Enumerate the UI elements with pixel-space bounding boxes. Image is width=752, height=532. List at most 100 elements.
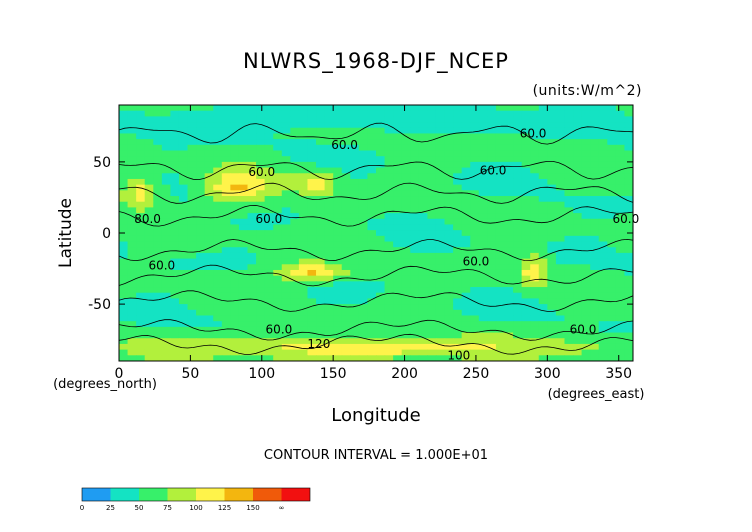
field-cell <box>213 269 223 277</box>
field-cell <box>367 235 377 243</box>
field-cell <box>504 332 514 339</box>
field-cell <box>624 139 633 146</box>
field-cell <box>590 196 600 203</box>
field-cell <box>221 338 231 345</box>
field-cell <box>256 292 266 300</box>
field-cell <box>470 201 480 208</box>
field-cell <box>256 218 266 226</box>
field-cell <box>607 349 617 356</box>
field-cell <box>547 298 557 305</box>
field-cell <box>410 235 420 243</box>
field-cell <box>238 213 249 220</box>
field-cell <box>136 139 146 146</box>
field-cell <box>136 269 146 277</box>
field-cell <box>341 150 351 157</box>
field-cell <box>213 287 223 294</box>
field-cell <box>555 144 566 152</box>
field-cell <box>530 304 540 311</box>
field-cell <box>615 304 626 311</box>
field-cell <box>264 207 274 214</box>
field-cell <box>170 105 180 112</box>
field-cell <box>307 332 317 339</box>
field-cell <box>581 315 591 322</box>
field-cell <box>478 252 488 260</box>
field-cell <box>461 178 471 186</box>
field-cell <box>624 332 633 339</box>
field-cell <box>427 167 437 174</box>
field-cell <box>256 281 266 288</box>
field-cell <box>427 343 437 351</box>
field-cell <box>196 156 206 163</box>
field-cell <box>453 116 463 123</box>
field-cell <box>513 184 523 191</box>
field-cell <box>230 281 240 288</box>
field-cell <box>607 196 617 203</box>
field-cell <box>358 116 369 123</box>
field-cell <box>470 247 480 254</box>
field-cell <box>538 139 548 146</box>
field-cell <box>367 110 377 117</box>
field-cell <box>161 349 171 356</box>
field-cell <box>350 258 360 265</box>
field-cell <box>470 321 480 328</box>
field-cell <box>170 161 180 169</box>
field-cell <box>341 133 351 140</box>
field-cell <box>495 201 506 208</box>
field-cell <box>573 309 583 317</box>
field-cell <box>470 338 480 345</box>
field-cell <box>410 258 420 265</box>
field-cell <box>230 207 240 214</box>
field-cell <box>178 338 189 345</box>
field-cell <box>538 241 548 248</box>
field-cell <box>213 309 223 317</box>
field-cell <box>238 173 249 180</box>
field-cell <box>204 355 214 361</box>
field-cell <box>564 241 574 248</box>
field-cell <box>307 287 317 294</box>
field-cell <box>238 127 249 135</box>
field-cell <box>247 264 257 271</box>
field-cell <box>418 190 428 197</box>
field-cell <box>607 355 617 361</box>
field-cell <box>178 190 189 197</box>
field-cell <box>453 190 463 197</box>
field-cell <box>298 355 309 361</box>
field-cell <box>273 315 283 322</box>
field-cell <box>290 161 300 169</box>
field-cell <box>367 332 377 339</box>
field-cell <box>478 315 488 322</box>
field-cell <box>513 105 523 112</box>
field-cell <box>273 343 283 351</box>
field-cell <box>341 167 351 174</box>
field-cell <box>153 173 163 180</box>
field-cell <box>281 281 291 288</box>
field-cell <box>547 258 557 265</box>
contour-line <box>119 204 633 227</box>
field-cell <box>435 349 446 356</box>
field-cell <box>607 275 617 282</box>
field-cell <box>127 207 137 214</box>
field-cell <box>581 338 591 345</box>
field-cell <box>333 178 343 186</box>
field-cell <box>290 127 300 135</box>
field-cell <box>333 326 343 334</box>
field-cell <box>564 127 574 135</box>
field-cell <box>581 110 591 117</box>
contour-line <box>119 161 633 181</box>
field-cell <box>573 338 583 345</box>
field-cell <box>453 298 463 305</box>
field-cell <box>316 258 326 265</box>
field-cell <box>470 110 480 117</box>
field-cell <box>273 207 283 214</box>
field-cell <box>521 338 531 345</box>
field-cell <box>136 287 146 294</box>
field-cell <box>598 315 608 322</box>
field-cell <box>221 173 231 180</box>
field-cell <box>358 224 369 231</box>
field-cell <box>470 281 480 288</box>
field-cell <box>384 156 394 163</box>
field-cell <box>178 247 189 254</box>
field-cell <box>530 144 540 152</box>
field-cell <box>230 196 240 203</box>
field-cell <box>504 184 514 191</box>
